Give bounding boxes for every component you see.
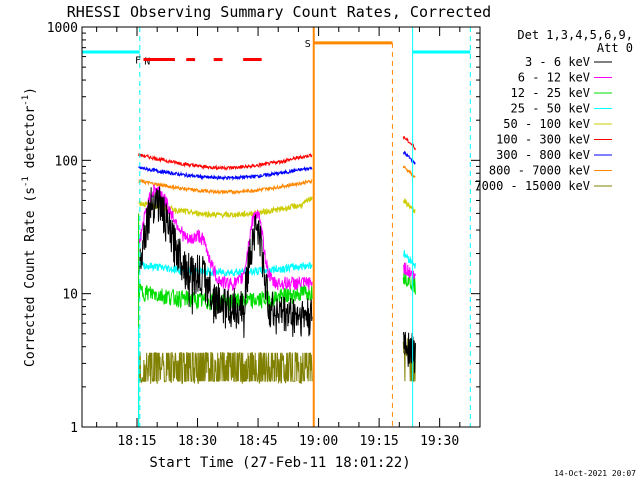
x-tick-label: 18:30 xyxy=(178,434,217,449)
plot-frame xyxy=(81,26,481,428)
x-axis-label: Start Time (27-Feb-11 18:01:22) xyxy=(149,455,410,471)
y-axis-label-end: ) xyxy=(23,87,38,95)
series-line-1-block2 xyxy=(402,262,416,281)
series-line-7-block1 xyxy=(138,178,313,196)
y-axis-label-main: Corrected Count Rate (s xyxy=(23,187,38,367)
legend-header-line1: Det 1,3,4,5,6,9, xyxy=(517,28,633,42)
plot-area: NF S xyxy=(82,27,471,427)
legend-header-line2: Att 0 xyxy=(597,41,633,55)
series-line-0-block2 xyxy=(402,331,416,374)
y-axis-label: Corrected Count Rate (s-1 detector-1) xyxy=(21,87,38,367)
y-axis: 1000 100 10 1 xyxy=(47,21,480,436)
legend-label: 300 - 800 keV xyxy=(496,148,590,162)
legend-label: 25 - 50 keV xyxy=(511,102,590,116)
legend-label: 12 - 25 keV xyxy=(511,86,590,100)
x-tick-label: 18:45 xyxy=(238,434,277,449)
series-line-5-block1 xyxy=(138,153,313,171)
y-tick-label: 1 xyxy=(70,421,78,436)
legend-label: 7000 - 15000 keV xyxy=(474,179,590,193)
series-line-6-block1 xyxy=(138,165,313,182)
chart-title: RHESSI Observing Summary Count Rates, Co… xyxy=(67,3,491,21)
night-flag-label: N xyxy=(144,57,150,68)
series-line-4-block2 xyxy=(402,198,416,214)
legend-label: 800 - 7000 keV xyxy=(489,164,590,178)
x-axis: 18:15 18:30 18:45 19:00 19:15 19:30 xyxy=(96,27,461,449)
y-axis-label-mid: detector xyxy=(23,106,38,177)
y-axis-label-sup2: -1 xyxy=(21,95,31,106)
x-tick-label: 19:00 xyxy=(299,434,338,449)
legend-label: 3 - 6 keV xyxy=(525,55,590,69)
x-tick-label: 19:15 xyxy=(360,434,399,449)
series-line-1-block1 xyxy=(138,184,313,292)
legend-label: 6 - 12 keV xyxy=(518,71,590,85)
y-tick-label: 100 xyxy=(55,154,78,169)
series-line-3-block2 xyxy=(402,249,416,269)
legend-label: 100 - 300 keV xyxy=(496,133,590,147)
legend: Det 1,3,4,5,6,9, Att 0 3 - 6 keV 6 - 12 k… xyxy=(474,28,633,193)
series-line-8-block1 xyxy=(138,352,313,385)
y-tick-label: 1000 xyxy=(47,21,78,36)
legend-label: 50 - 100 keV xyxy=(503,117,590,131)
footer-date: 14-Oct-2021 20:07 xyxy=(554,469,636,478)
flare-flag-label: F xyxy=(135,56,141,67)
x-tick-label: 18:15 xyxy=(117,434,156,449)
svg-text:Corrected Count Rate (s-1 dete: Corrected Count Rate (s-1 detector-1) xyxy=(21,87,38,367)
series-line-3-block1 xyxy=(138,261,313,277)
series-line-6-block2 xyxy=(402,150,416,165)
y-axis-label-sup1: -1 xyxy=(21,176,31,187)
x-tick-label: 19:30 xyxy=(420,434,459,449)
y-tick-label: 10 xyxy=(62,288,78,303)
series-line-5-block2 xyxy=(402,136,416,151)
series-line-7-block2 xyxy=(402,165,416,178)
series-line-0-block1 xyxy=(138,186,313,338)
saa-flag-label: S xyxy=(305,39,311,50)
